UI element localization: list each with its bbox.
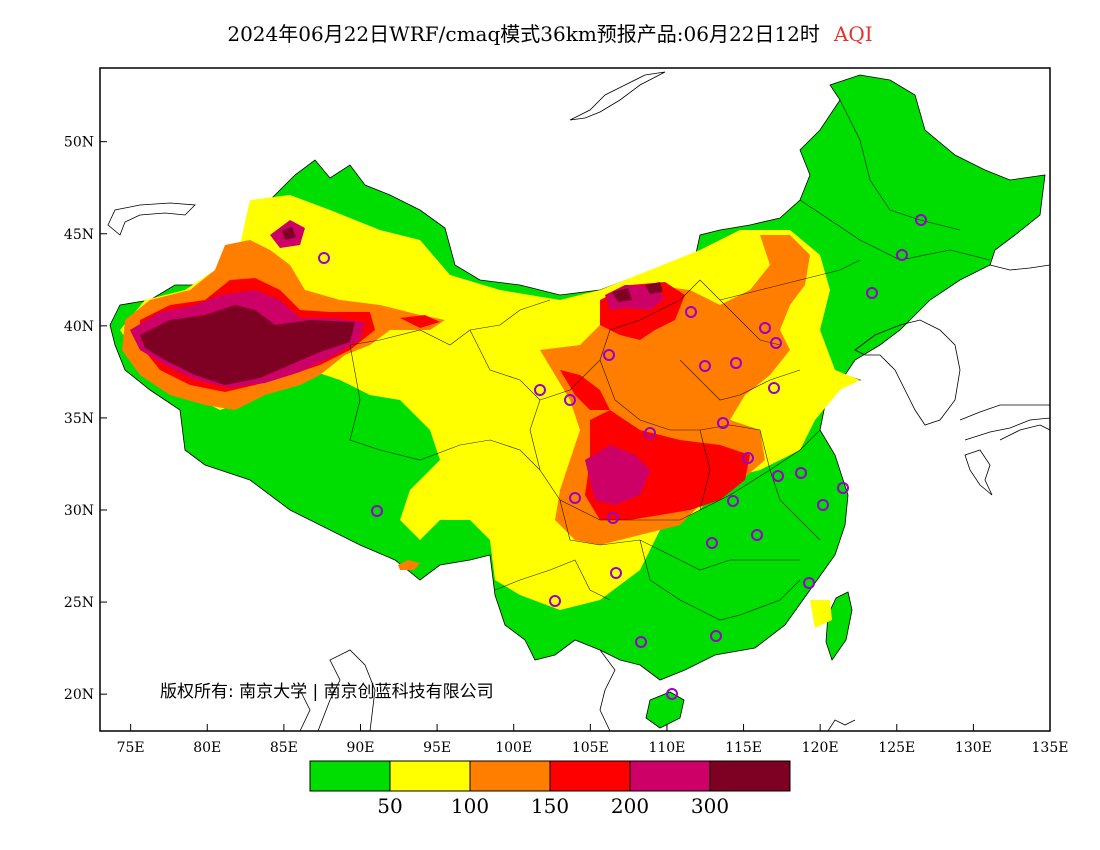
colorbar-swatch [309,760,391,792]
aqi-zone-hazardous-north [282,227,296,240]
neighbor-coastlines [107,71,1050,731]
lat-tick-label: 40N [64,319,94,335]
station-marker [534,384,546,396]
lon-tick-label: 120E [802,740,839,756]
lat-tick-label: 50N [64,135,94,151]
station-marker [371,505,383,517]
station-marker [603,349,615,361]
colorbar-swatch [709,760,791,792]
aqi-zone-moderate-south [810,600,832,628]
station-marker [727,495,739,507]
aqi-zone-hazardous-inner-mongolia [612,288,632,302]
station-marker [564,394,576,406]
station-marker [817,499,829,511]
map-title-variable: AQI [833,22,873,46]
station-marker [699,360,711,372]
station-marker [772,470,784,482]
colorbar-label: 150 [531,794,569,818]
lon-tick-label: 85E [270,740,298,756]
station-marker [569,492,581,504]
station-marker [318,252,330,264]
station-markers [318,214,927,700]
station-marker [742,452,754,464]
lon-tick-label: 80E [193,740,221,756]
province-boundaries [349,99,991,621]
station-marker [866,287,878,299]
aqi-colorbar: 50 100 150 200 300 [309,760,791,818]
station-marker [710,630,722,642]
colorbar-swatch [469,760,551,792]
aqi-zone-hazardous-inner-mongolia-east [645,282,663,294]
lon-tick-label: 100E [495,740,532,756]
aqi-zone-unhealthy-shaanxi [560,370,610,410]
station-marker [685,306,697,318]
station-marker [751,529,763,541]
map-content: 版权所有: 南京大学 | 南京创蓝科技有限公司 [107,71,1050,731]
colorbar-swatch [549,760,631,792]
lon-tick-label: 75E [117,740,145,756]
station-marker [768,382,780,394]
station-marker [706,537,718,549]
colorbar-swatch [629,760,711,792]
station-marker [610,567,622,579]
map-title: 2024年06月22日WRF/cmaq模式36km预报产品:06月22日12时 A… [0,18,1100,47]
lat-tick-label: 20N [64,687,94,703]
colorbar-swatch [389,760,471,792]
station-marker [666,688,678,700]
lon-tick-label: 115E [725,740,762,756]
lat-tick-label: 35N [64,411,94,427]
colorbar-label: 200 [611,794,649,818]
latitude-axis: 20N 25N 30N 35N 40N 45N 50N [64,135,107,703]
station-marker [607,512,619,524]
lon-tick-label: 125E [878,740,915,756]
station-marker [635,636,647,648]
aqi-zone-sensitive-tibet [398,560,420,570]
station-marker [770,337,782,349]
station-marker [549,595,561,607]
station-marker [759,322,771,334]
aqi-zone-hazardous-west [140,305,355,385]
lon-tick-label: 135E [1032,740,1069,756]
station-marker [803,577,815,589]
station-marker [837,482,849,494]
lat-tick-label: 25N [64,595,94,611]
lon-tick-label: 90E [346,740,374,756]
lon-tick-label: 110E [648,740,685,756]
colorbar-label: 300 [691,794,729,818]
station-marker [644,427,656,439]
station-marker [717,417,729,429]
lon-tick-label: 130E [955,740,992,756]
lat-tick-label: 30N [64,503,94,519]
aqi-zone-very-unhealthy-sichuan [585,445,650,505]
aqi-zone-unhealthy-gansu [400,315,440,328]
lon-tick-label: 105E [572,740,609,756]
lat-tick-label: 45N [64,227,94,243]
map-title-main: 2024年06月22日WRF/cmaq模式36km预报产品:06月22日12时 [227,22,820,46]
longitude-axis: 75E 80E 85E 90E 95E 100E 105E 110E 115E 120E 125E 1… [117,724,1069,756]
station-marker [915,214,927,226]
station-marker [896,249,908,261]
copyright-label: 版权所有: 南京大学 | 南京创蓝科技有限公司 [160,682,494,702]
colorbar-label: 100 [451,794,489,818]
station-marker [795,467,807,479]
lon-tick-label: 95E [423,740,451,756]
station-marker [730,357,742,369]
colorbar-label: 50 [377,794,402,818]
hainan-island [645,691,685,729]
